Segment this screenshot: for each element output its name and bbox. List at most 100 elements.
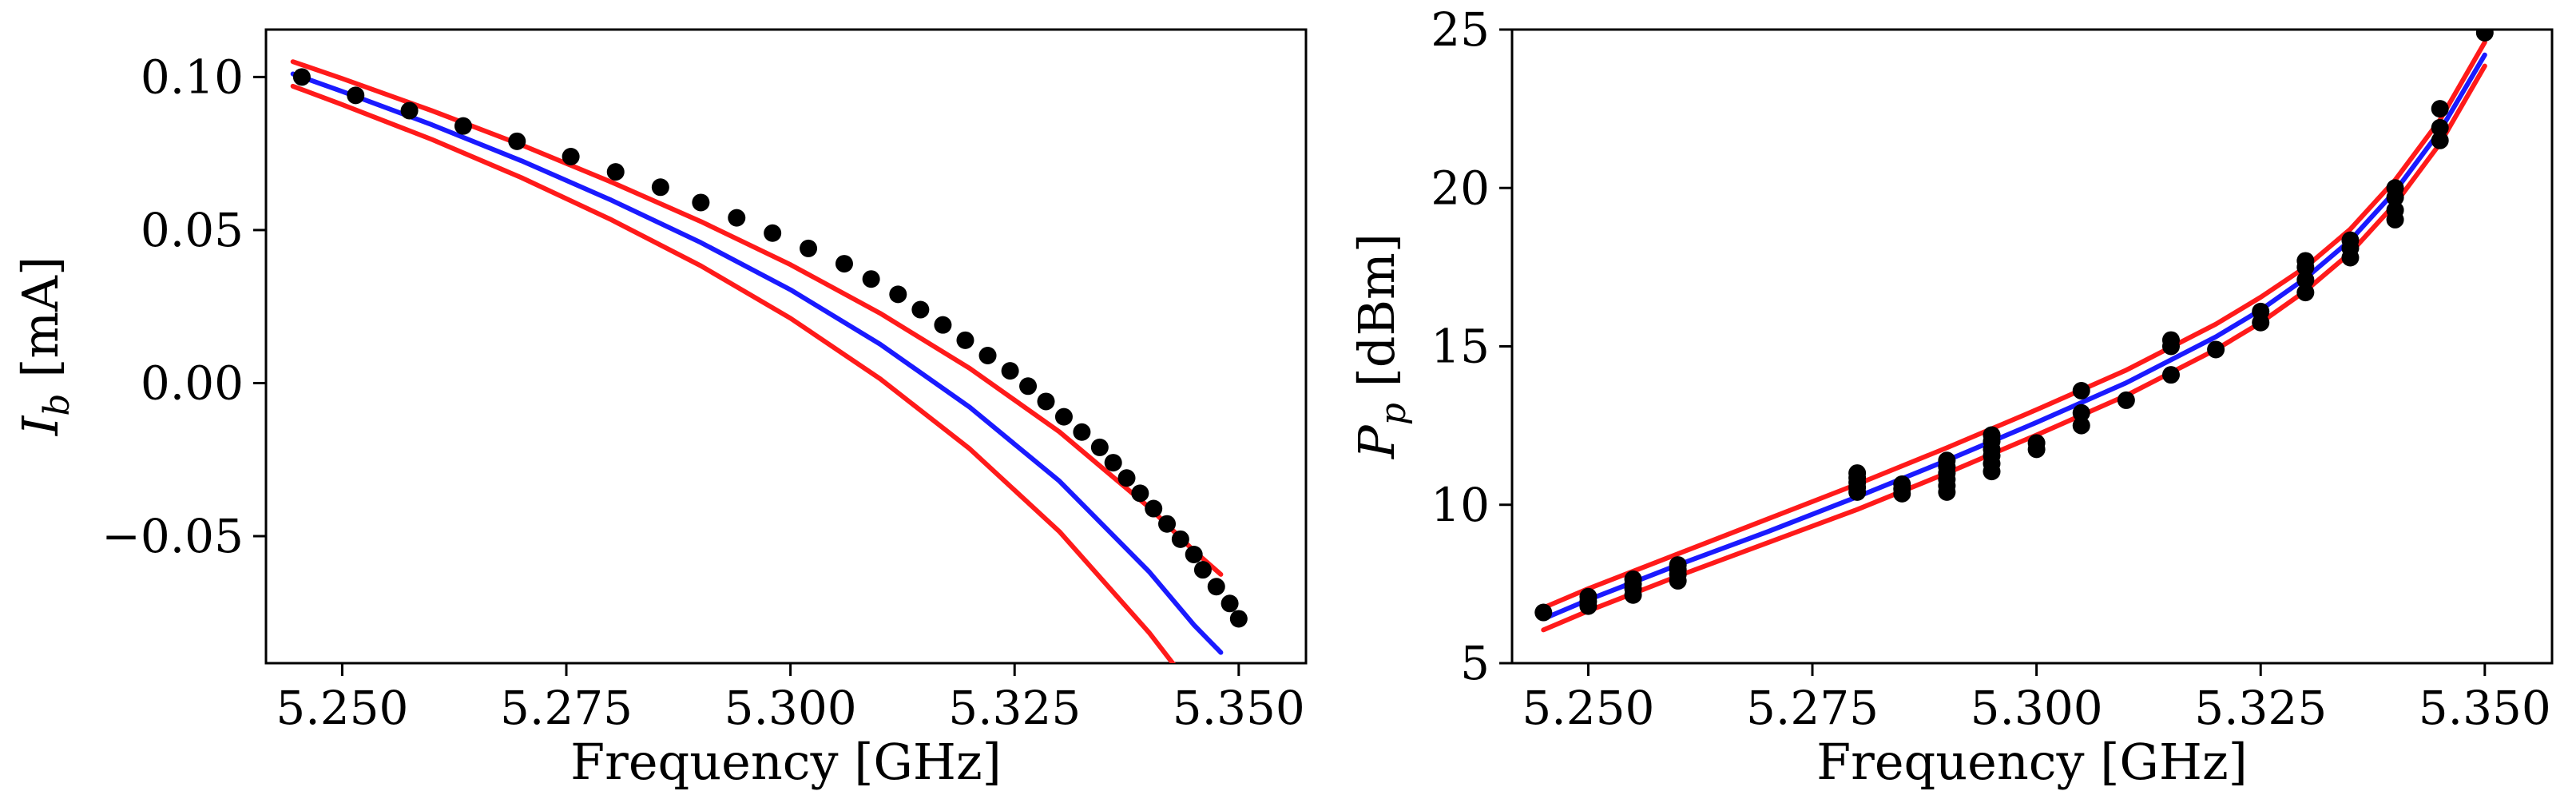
right-y-tick-label: 5: [1460, 636, 1490, 690]
left-x-tick-label: 5.300: [724, 681, 857, 735]
right-y-axis-subscript: p: [1373, 403, 1414, 425]
right-x-tick-label: 5.325: [2194, 681, 2327, 735]
left-data-point: [1131, 484, 1149, 503]
right-data-point: [2207, 340, 2225, 359]
right-y-axis-label: Pp [dBm]: [1348, 233, 1414, 459]
left-data-point: [911, 300, 930, 319]
left-data-point: [692, 193, 710, 212]
left-data-point: [1090, 438, 1109, 456]
left-data-point: [454, 117, 472, 135]
right-y-tick-label: 20: [1431, 161, 1490, 215]
left-x-tick-label: 5.325: [948, 681, 1081, 735]
right-data-point: [2296, 284, 2315, 302]
right-x-tick-label: 5.275: [1746, 681, 1879, 735]
right-x-axis-label: Frequency [GHz]: [1816, 733, 2248, 791]
left-x-tick-label: 5.350: [1173, 681, 1305, 735]
right-data-point: [2161, 331, 2180, 349]
right-data-point: [1669, 556, 1687, 574]
left-data-point: [562, 147, 580, 165]
left-axis-ticks: 5.250 5.275 5.300 5.325 5.350 −0.05 0.00 0.05 0.…: [101, 50, 1305, 735]
left-data-point: [1185, 546, 1203, 564]
left-data-point: [1229, 610, 1248, 628]
left-y-tick-label: 0.10: [141, 50, 244, 104]
right-data-point: [1624, 570, 1642, 588]
left-x-axis-label: Frequency [GHz]: [570, 733, 1002, 791]
right-data-point: [1938, 451, 1956, 470]
right-y-tick-label: 15: [1431, 320, 1490, 374]
left-data-point: [956, 331, 974, 349]
left-data-point: [934, 316, 952, 334]
left-y-axis-symbol: I: [11, 415, 69, 436]
right-data-point: [2252, 302, 2270, 320]
left-data-point: [1158, 515, 1177, 533]
right-data-point: [1983, 426, 2001, 444]
right-axis-ticks: 5.250 5.275 5.300 5.325 5.350 5 10 15 20 25: [1431, 2, 2551, 735]
right-data-point: [2072, 403, 2090, 422]
left-data-point: [1171, 530, 1189, 548]
right-chart-panel: 5.250 5.275 5.300 5.325 5.350 5 10 15 20 25 Frequ…: [1348, 2, 2554, 791]
left-data-point: [606, 163, 625, 181]
left-data-point: [1054, 407, 1073, 426]
right-data-point: [1579, 587, 1598, 606]
left-data-point: [1221, 594, 1239, 613]
right-x-tick-label: 5.350: [2419, 681, 2551, 735]
left-y-tick-label: 0.05: [141, 203, 244, 257]
right-data-point: [2431, 131, 2449, 149]
right-data-point: [2027, 434, 2046, 452]
right-bound-lower-line: [1541, 63, 2487, 633]
right-data-point: [1534, 603, 1553, 622]
left-x-tick-label: 5.275: [500, 681, 633, 735]
right-data-point: [2296, 271, 2315, 289]
right-fit-line: [1541, 52, 2487, 622]
left-data-point: [835, 255, 853, 273]
left-data-point: [1145, 499, 1163, 518]
left-y-axis-subscript: b: [37, 393, 77, 415]
left-data-point: [978, 346, 997, 364]
left-data-point: [764, 224, 782, 242]
left-y-tick-label: −0.05: [101, 509, 244, 563]
left-data-point: [651, 178, 669, 197]
right-data-point: [2161, 366, 2180, 384]
right-x-tick-label: 5.250: [1522, 681, 1654, 735]
left-data-point: [400, 101, 419, 120]
right-data-point: [2341, 231, 2360, 249]
left-data-point: [889, 285, 907, 304]
left-data-point: [1073, 423, 1091, 441]
left-chart-marks: [290, 59, 1248, 663]
left-chart-panel: 5.250 5.275 5.300 5.325 5.350 −0.05 0.00 0.05 0.…: [11, 28, 1308, 791]
left-y-tick-label: 0.00: [141, 356, 244, 410]
right-chart-marks: [1534, 30, 2494, 633]
left-fit-line: [290, 71, 1224, 655]
right-data-point: [2072, 382, 2090, 400]
right-data-point: [2386, 179, 2404, 197]
right-y-tick-label: 10: [1431, 478, 1490, 532]
left-data-point: [347, 86, 365, 105]
left-data-point: [1104, 454, 1122, 472]
left-data-point: [1019, 377, 1038, 396]
left-data-point: [728, 209, 746, 227]
left-bound-lower-line: [290, 83, 1176, 663]
left-data-point: [1193, 561, 1212, 579]
left-data-point: [1117, 469, 1136, 487]
right-y-axis-unit: [dBm]: [1348, 233, 1406, 403]
left-y-axis-label: Ib [mA]: [11, 256, 77, 436]
left-x-tick-label: 5.250: [276, 681, 408, 735]
right-data-point: [2386, 201, 2404, 220]
right-data-point: [2475, 30, 2494, 42]
left-plot-frame: [264, 28, 1308, 665]
left-y-axis-unit: [mA]: [11, 256, 69, 394]
right-data-point: [2431, 100, 2449, 118]
left-data-point: [508, 132, 526, 150]
left-data-point: [292, 68, 311, 86]
right-data-point: [1848, 464, 1867, 483]
right-y-axis-symbol: P: [1348, 424, 1406, 459]
right-y-tick-label: 25: [1431, 2, 1490, 57]
left-data-point: [1037, 392, 1055, 411]
left-data-point: [1207, 578, 1225, 596]
right-data-point: [1893, 475, 1911, 493]
right-data-point: [2117, 391, 2135, 409]
left-data-point: [800, 239, 818, 257]
left-data-point: [862, 270, 880, 288]
left-data-point: [1001, 362, 1019, 380]
right-data-point: [2296, 252, 2315, 270]
